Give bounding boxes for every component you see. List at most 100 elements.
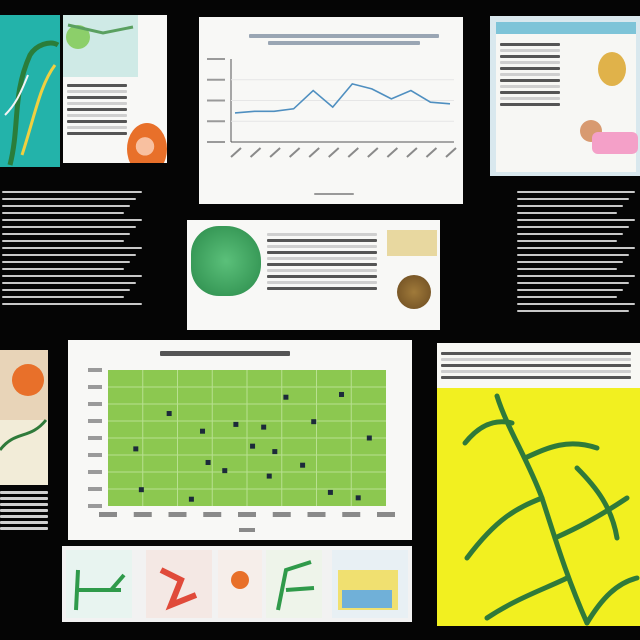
x-tick-label <box>377 512 395 517</box>
text-line <box>517 282 629 284</box>
seed-image <box>598 52 626 86</box>
specimen-text-lines <box>267 230 377 293</box>
x-tick-label <box>307 512 326 517</box>
plant-card-top-left <box>0 15 60 167</box>
text-line <box>517 310 629 312</box>
scatter-point <box>133 446 139 452</box>
line-chart-top-center <box>199 17 463 204</box>
text-line <box>2 198 136 200</box>
thumbnail-5 <box>332 550 408 618</box>
text-line <box>2 296 124 298</box>
text-column-lines <box>515 191 640 312</box>
scatter-point <box>366 435 372 441</box>
y-tick-label <box>88 504 102 508</box>
x-tick-label <box>386 147 399 158</box>
text-line <box>517 275 635 277</box>
x-tick-label <box>347 147 359 158</box>
scatter-point <box>300 462 306 468</box>
text-column-right <box>515 186 640 326</box>
y-tick-label <box>88 487 102 491</box>
x-tick-label <box>99 512 117 517</box>
article-top-right <box>490 16 640 176</box>
caption-mid-left <box>0 488 48 568</box>
scatter-point <box>166 411 172 417</box>
line-series <box>234 83 451 114</box>
text-line <box>517 296 617 298</box>
scatter-point <box>200 428 206 434</box>
line-chart-plot <box>207 58 457 158</box>
text-line <box>517 191 635 193</box>
text-line <box>517 254 629 256</box>
branch <box>522 441 600 461</box>
scatter-point <box>205 459 211 465</box>
x-tick-label <box>238 512 256 517</box>
text-line <box>2 268 124 270</box>
scatter-point <box>138 487 144 493</box>
x-axis-label-blur <box>314 190 354 198</box>
card-text-lines <box>67 81 127 138</box>
x-tick-label <box>168 512 187 517</box>
x-tick-label <box>328 147 340 158</box>
text-line <box>2 282 136 284</box>
branch <box>552 495 630 541</box>
scatter-point <box>272 449 278 455</box>
scatter-point <box>355 495 361 501</box>
scatter-point <box>339 391 345 397</box>
text-line <box>517 261 623 263</box>
seed-cluster-image <box>397 275 431 309</box>
text-line <box>2 212 124 214</box>
text-line <box>2 303 142 305</box>
text-line <box>2 233 130 235</box>
text-line <box>2 226 136 228</box>
text-line <box>2 219 142 221</box>
scatter-plot <box>88 368 395 532</box>
chart-title-blur <box>249 31 439 48</box>
branch <box>464 495 545 561</box>
text-line <box>517 205 623 207</box>
y-tick-label <box>88 453 102 457</box>
text-line <box>517 226 629 228</box>
y-tick-label <box>88 470 102 474</box>
text-line <box>2 191 142 193</box>
text-line <box>2 289 130 291</box>
text-line <box>517 212 617 214</box>
text-line <box>517 198 629 200</box>
x-tick-label <box>288 147 301 158</box>
text-line <box>2 261 130 263</box>
text-line <box>2 254 136 256</box>
x-tick-label <box>425 147 438 158</box>
branch <box>484 575 570 621</box>
scatter-point <box>283 394 289 400</box>
thumbnail-1 <box>66 550 132 618</box>
x-tick-label <box>367 147 379 158</box>
y-tick-label <box>88 419 102 423</box>
plant-info-card <box>63 15 167 163</box>
poster-text-lines <box>441 349 631 382</box>
text-line <box>517 268 617 270</box>
article-text-lines <box>500 40 560 109</box>
branch <box>574 465 620 541</box>
branch <box>462 419 515 446</box>
x-axis-label <box>239 528 255 532</box>
scatter-point <box>188 496 194 502</box>
text-line <box>2 275 142 277</box>
green-specimen-image <box>191 226 261 296</box>
thumbnail-2 <box>146 550 212 618</box>
pink-swatch <box>592 132 638 154</box>
x-tick-label <box>133 512 152 517</box>
specimen-photo <box>387 230 437 256</box>
text-line <box>2 205 130 207</box>
text-line <box>517 289 623 291</box>
text-line <box>517 219 635 221</box>
y-tick-label <box>88 385 102 389</box>
x-tick-label <box>269 147 281 158</box>
scatter-point <box>266 473 272 479</box>
x-tick-label <box>406 147 418 158</box>
specimen-sheet-center <box>187 220 440 330</box>
orange-fruit-image <box>127 123 167 163</box>
scatter-title-blur <box>160 348 290 359</box>
text-line <box>2 247 142 249</box>
x-tick-label <box>308 147 320 158</box>
card-header-image <box>63 15 138 77</box>
scatter-point <box>311 419 317 425</box>
